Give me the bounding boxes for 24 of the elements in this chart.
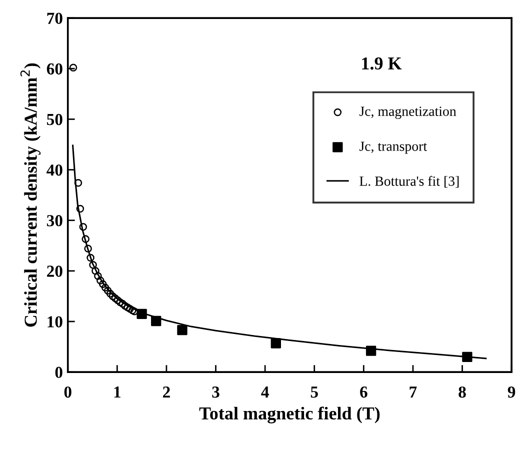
legend-label: Jc, magnetization: [359, 106, 456, 119]
x-tick-label: 2: [162, 386, 170, 398]
x-tick-label: 9: [508, 386, 516, 398]
y-tick-label: 70: [47, 12, 62, 24]
y-tick-label: 50: [47, 114, 62, 126]
x-tick-label: 4: [261, 386, 269, 398]
x-tick-label: 7: [410, 386, 417, 398]
annotation: 1.9 K: [362, 57, 402, 70]
x-axis-title: Total magnetic field (T): [199, 406, 380, 424]
legend-label: L. Bottura's fit [3]: [360, 176, 459, 188]
y-tick-label: 40: [46, 164, 62, 176]
x-tick-label: 5: [310, 386, 318, 398]
x-tick-label: 3: [212, 386, 220, 398]
y-tick-label: 0: [55, 366, 62, 378]
y-axis-title: Critical current density (kA/mm$^{2}$): [20, 63, 41, 327]
y-tick-label: 20: [47, 266, 62, 277]
legend-label: Jc, transport: [359, 142, 427, 154]
x-tick-label: 0: [64, 386, 72, 398]
x-tick-label: 8: [458, 386, 466, 398]
x-tick-label: 6: [360, 386, 368, 398]
x-tick-label: 1: [114, 386, 120, 398]
y-tick-label: 60: [46, 63, 62, 75]
y-tick-label: 10: [48, 316, 62, 328]
y-tick-label: 30: [46, 215, 62, 226]
